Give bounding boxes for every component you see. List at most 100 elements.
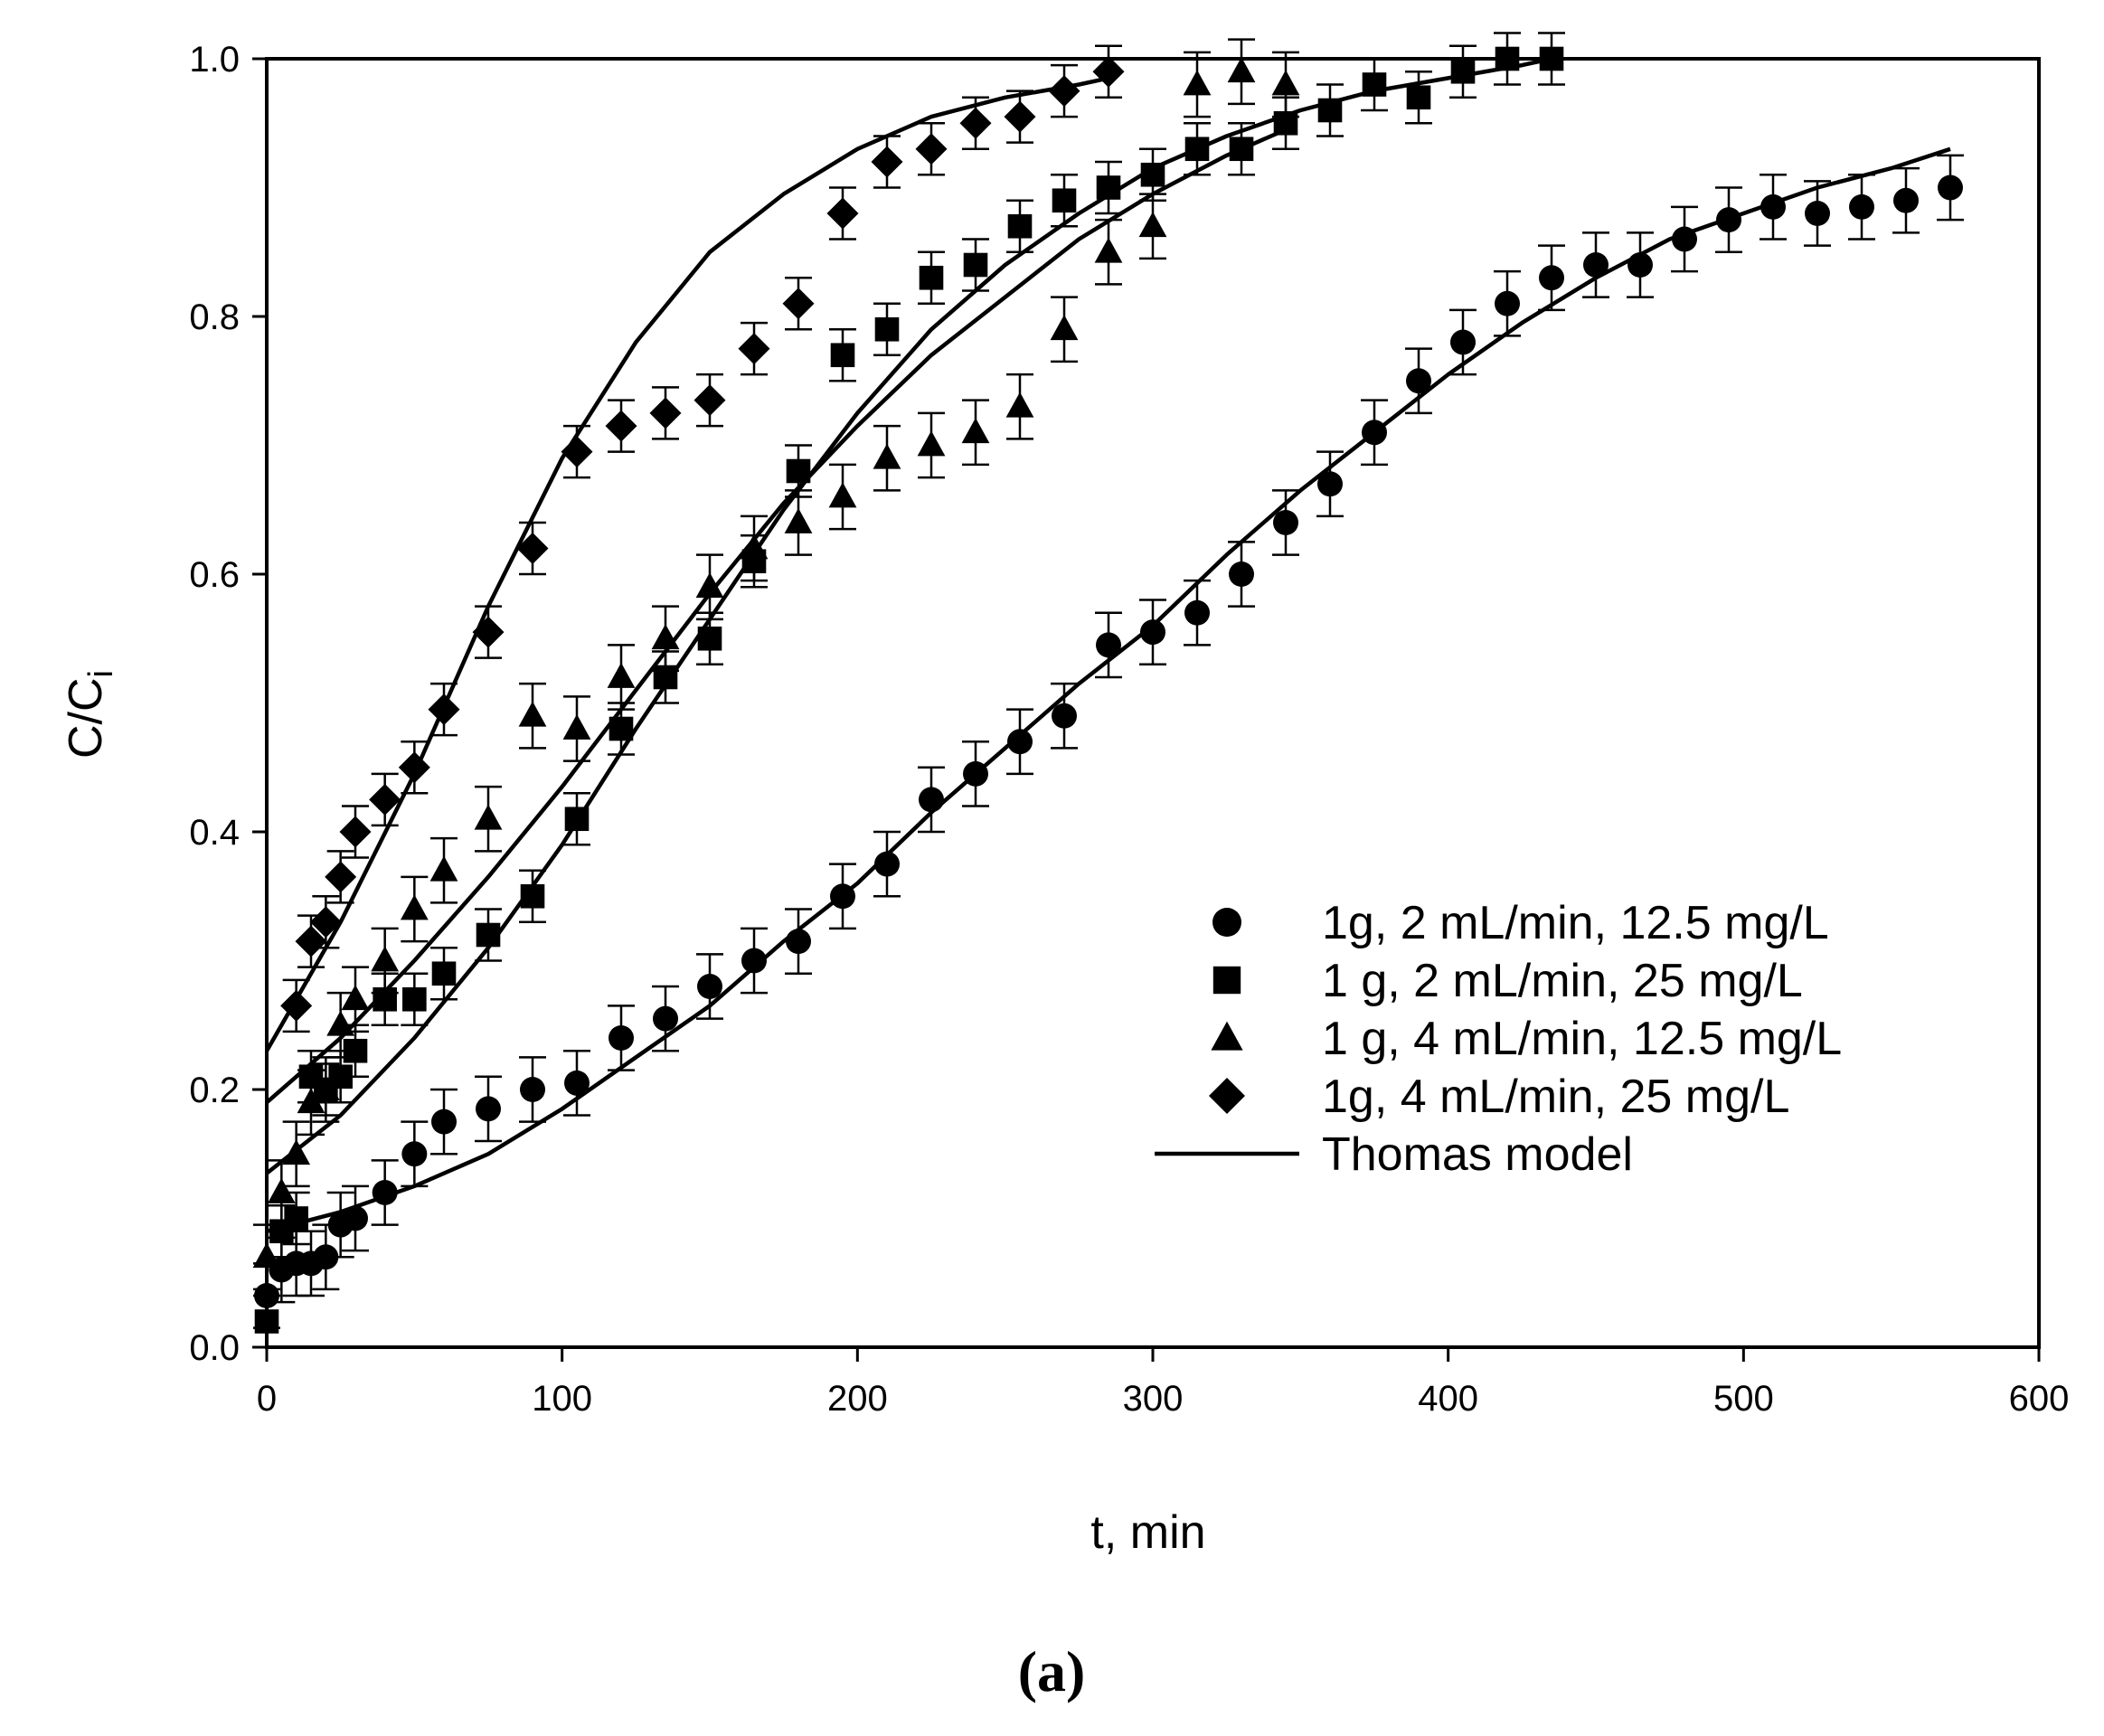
data-point-circle — [1140, 619, 1165, 646]
data-point-triangle — [1227, 57, 1256, 83]
data-point-circle — [1539, 265, 1564, 291]
data-point-square — [1052, 188, 1077, 213]
thomas-model-curve — [266, 146, 1951, 1233]
data-point-square — [1184, 137, 1210, 162]
data-point-circle — [741, 948, 767, 974]
thomas-model-curve — [265, 127, 1287, 1104]
data-point-circle — [1273, 510, 1298, 535]
y-tick-label: 0.4 — [189, 813, 240, 853]
data-point-triangle — [400, 894, 429, 920]
data-point-triangle — [282, 1139, 311, 1165]
data-point-diamond — [649, 397, 682, 429]
thomas-model-curve — [265, 76, 1109, 1052]
data-point-circle — [1805, 201, 1830, 226]
legend-entry-label: 1g, 2 mL/min, 12.5 mg/L — [1322, 897, 1829, 949]
y-axis-label-subscript: i — [82, 670, 120, 677]
data-point-circle — [1184, 599, 1210, 626]
y-tick-label: 0.8 — [189, 297, 240, 337]
data-point-circle — [254, 1283, 279, 1308]
legend-entry-label: 1g, 4 mL/min, 25 mg/L — [1322, 1071, 1789, 1123]
y-tick-label: 0.2 — [189, 1071, 240, 1110]
data-point-triangle — [1050, 315, 1079, 341]
data-point-triangle — [828, 482, 857, 508]
data-point-circle — [1672, 226, 1697, 252]
data-point-square — [1539, 46, 1564, 71]
data-point-circle — [313, 1244, 339, 1270]
data-point-circle — [372, 1180, 398, 1205]
data-point-circle — [1362, 420, 1387, 446]
data-point-square — [830, 343, 855, 368]
y-axis-ticks: 0.0 0.2 0.4 0.6 0.8 1.0 — [189, 40, 267, 1368]
legend-marker-diamond — [1209, 1078, 1245, 1114]
data-point-diamond — [472, 616, 505, 648]
data-point-diamond — [369, 783, 401, 816]
x-tick-label: 100 — [532, 1379, 592, 1419]
data-point-triangle — [740, 533, 769, 560]
x-tick-label: 200 — [827, 1379, 888, 1419]
data-point-square — [1495, 46, 1520, 71]
data-point-square — [1406, 85, 1431, 110]
data-point-triangle — [1183, 70, 1212, 96]
data-point-circle — [343, 1205, 368, 1231]
data-point-square — [431, 961, 457, 986]
data-point-triangle — [474, 804, 503, 830]
x-axis-label: t, min — [1090, 1506, 1205, 1559]
data-point-circle — [1628, 252, 1653, 278]
legend: 1g, 2 mL/min, 12.5 mg/L 1 g, 2 mL/min, 25… — [1155, 897, 1842, 1181]
data-point-diamond — [1048, 75, 1080, 108]
data-point-diamond — [516, 533, 549, 564]
x-tick-label: 600 — [2009, 1379, 2070, 1419]
data-point-triangle — [297, 1088, 326, 1114]
data-point-diamond — [915, 133, 948, 165]
data-point-triangle — [695, 572, 724, 599]
data-point-triangle — [784, 507, 813, 533]
data-point-circle — [1007, 729, 1033, 755]
data-point-square — [1273, 110, 1298, 136]
data-point-square — [786, 458, 811, 484]
data-point-diamond — [561, 436, 593, 468]
y-tick-label: 0.0 — [189, 1328, 240, 1368]
data-point-square — [1007, 213, 1033, 239]
data-markers — [252, 46, 1963, 1334]
data-point-diamond — [605, 410, 637, 442]
data-point-circle — [520, 1077, 545, 1102]
x-tick-label: 300 — [1123, 1379, 1184, 1419]
data-point-triangle — [1094, 237, 1123, 263]
data-point-triangle — [1271, 70, 1300, 96]
data-point-diamond — [295, 925, 327, 958]
data-point-square — [328, 1064, 353, 1090]
data-point-circle — [830, 883, 855, 910]
data-point-circle — [653, 1005, 678, 1032]
data-point-triangle — [917, 430, 946, 457]
legend-entry-label: 1 g, 2 mL/min, 25 mg/L — [1322, 955, 1803, 1007]
data-point-circle — [1893, 187, 1919, 213]
data-point-square — [1229, 137, 1254, 162]
legend-marker-circle — [1212, 908, 1241, 937]
legend-marker-square — [1212, 966, 1241, 995]
data-point-circle — [1760, 193, 1786, 220]
data-point-circle — [1938, 175, 1963, 201]
data-point-triangle — [267, 1177, 296, 1203]
data-point-circle — [564, 1070, 590, 1096]
data-point-circle — [1495, 290, 1520, 316]
data-point-triangle — [1005, 392, 1034, 418]
data-point-circle — [874, 851, 900, 877]
data-point-square — [343, 1038, 368, 1063]
data-point-triangle — [562, 713, 591, 740]
data-point-triangle — [326, 1010, 355, 1036]
x-tick-label: 500 — [1713, 1379, 1774, 1419]
data-point-square — [653, 665, 678, 690]
y-axis-label-main: C/C — [60, 677, 112, 759]
data-point-diamond — [398, 751, 430, 784]
data-point-diamond — [738, 333, 770, 365]
data-point-square — [874, 316, 900, 342]
data-point-diamond — [959, 107, 992, 139]
x-tick-label: 400 — [1418, 1379, 1478, 1419]
data-point-square — [373, 986, 397, 1012]
data-point-diamond — [1004, 100, 1036, 133]
data-point-circle — [1317, 471, 1343, 497]
data-point-triangle — [607, 662, 636, 688]
data-point-triangle — [518, 701, 547, 727]
x-axis-ticks: 0 100 200 300 400 500 600 — [257, 1347, 2070, 1419]
